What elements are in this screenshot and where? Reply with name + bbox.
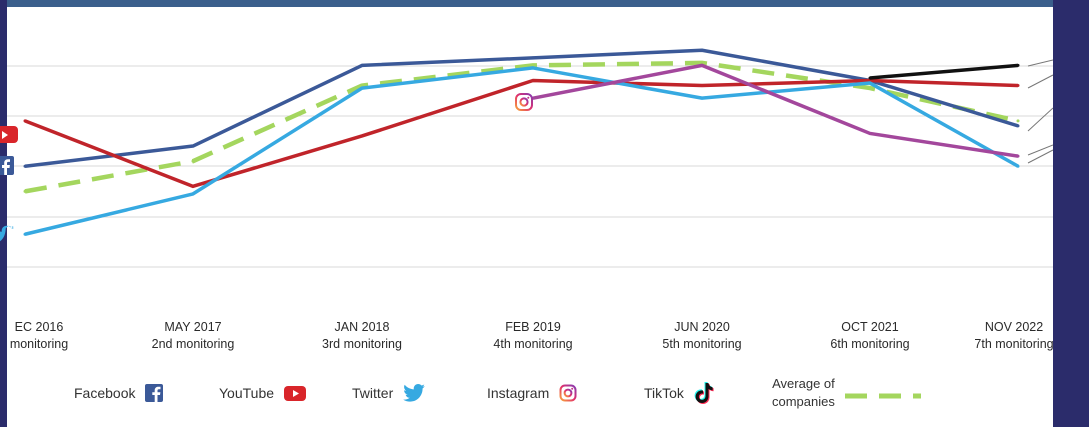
youtube-marker-icon bbox=[0, 126, 18, 143]
data-point-instagram bbox=[700, 63, 704, 67]
dashed-line-swatch bbox=[844, 388, 921, 399]
series-start-markers bbox=[0, 93, 533, 242]
legend-item-facebook: Facebook bbox=[74, 368, 164, 418]
top-border-bar bbox=[0, 0, 1053, 7]
series-line-twitter bbox=[24, 66, 1019, 236]
data-point-youtube bbox=[1016, 84, 1020, 88]
line-chart bbox=[0, 48, 1053, 268]
legend-label-facebook: Facebook bbox=[74, 385, 136, 401]
facebook-marker-icon bbox=[0, 156, 14, 175]
x-tick-may-2017: MAY 2017 2nd monitoring bbox=[151, 320, 235, 351]
series-lines bbox=[23, 48, 1053, 236]
twitter-icon bbox=[403, 384, 426, 402]
legend-label-twitter: Twitter bbox=[352, 385, 394, 401]
chart-legend: Facebook YouTube Twitter Instagram TikTo… bbox=[0, 368, 1053, 418]
data-point-average-of-companies bbox=[700, 61, 704, 65]
data-point-youtube bbox=[531, 79, 535, 83]
instagram-marker-icon bbox=[515, 93, 533, 111]
data-point-facebook bbox=[191, 144, 195, 148]
legend-item-tiktok: TikTok bbox=[644, 368, 714, 418]
data-point-average-of-companies bbox=[1016, 119, 1020, 123]
data-point-twitter bbox=[360, 86, 364, 90]
data-point-twitter bbox=[868, 81, 872, 85]
data-point-twitter bbox=[700, 96, 704, 100]
data-point-facebook bbox=[23, 164, 27, 168]
legend-item-youtube: YouTube bbox=[219, 368, 307, 418]
data-point-average-of-companies bbox=[191, 159, 195, 163]
legend-label-tiktok: TikTok bbox=[644, 385, 684, 401]
data-point-average-of-companies bbox=[531, 63, 535, 67]
data-point-youtube bbox=[700, 84, 704, 88]
data-point-average-of-companies bbox=[868, 86, 872, 90]
leader-line bbox=[1027, 59, 1053, 67]
legend-label-instagram: Instagram bbox=[487, 385, 550, 401]
data-point-twitter bbox=[531, 66, 535, 70]
tiktok-icon bbox=[694, 382, 714, 404]
data-point-facebook bbox=[531, 56, 535, 60]
data-point-tiktok bbox=[1016, 63, 1020, 67]
youtube-icon bbox=[284, 384, 307, 402]
leader-line bbox=[1027, 74, 1053, 89]
x-tick-nov-2022: NOV 2022 7th monitoring bbox=[974, 320, 1054, 351]
data-point-twitter bbox=[191, 192, 195, 196]
right-frame-border bbox=[1053, 0, 1089, 427]
data-point-facebook bbox=[360, 63, 364, 67]
data-point-twitter bbox=[23, 232, 27, 236]
instagram-icon bbox=[559, 384, 577, 402]
legend-item-average: Average of companies bbox=[772, 368, 921, 418]
data-point-instagram bbox=[1016, 154, 1020, 158]
leader-line bbox=[1027, 149, 1053, 164]
series-line-tiktok bbox=[869, 63, 1019, 80]
data-point-average-of-companies bbox=[23, 189, 27, 193]
legend-item-instagram: Instagram bbox=[487, 368, 577, 418]
data-point-youtube bbox=[868, 79, 872, 83]
series-line-instagram bbox=[532, 63, 1019, 158]
data-point-youtube bbox=[360, 134, 364, 138]
legend-item-twitter: Twitter bbox=[352, 368, 426, 418]
x-tick-jun-2020: JUN 2020 5th monitoring bbox=[662, 320, 742, 351]
leader-line bbox=[1027, 144, 1053, 156]
data-point-instagram bbox=[868, 131, 872, 135]
x-tick-oct-2021: OCT 2021 6th monitoring bbox=[830, 320, 910, 351]
x-tick-feb-2019: FEB 2019 4th monitoring bbox=[493, 320, 573, 351]
x-tick-dec-2016: EC 2016 monitoring bbox=[9, 320, 69, 351]
data-point-twitter bbox=[1016, 164, 1020, 168]
data-point-tiktok bbox=[868, 76, 872, 80]
twitter-marker-icon bbox=[0, 225, 14, 242]
data-point-facebook bbox=[1016, 124, 1020, 128]
legend-label-average: Average of companies bbox=[772, 376, 835, 409]
left-frame-border bbox=[0, 0, 7, 427]
data-point-youtube bbox=[23, 119, 27, 123]
data-point-facebook bbox=[700, 48, 704, 52]
data-point-youtube bbox=[191, 184, 195, 188]
x-tick-jan-2018: JAN 2018 3rd monitoring bbox=[322, 320, 402, 351]
leader-line bbox=[1027, 107, 1053, 132]
facebook-icon bbox=[145, 384, 164, 402]
legend-label-youtube: YouTube bbox=[219, 385, 275, 401]
